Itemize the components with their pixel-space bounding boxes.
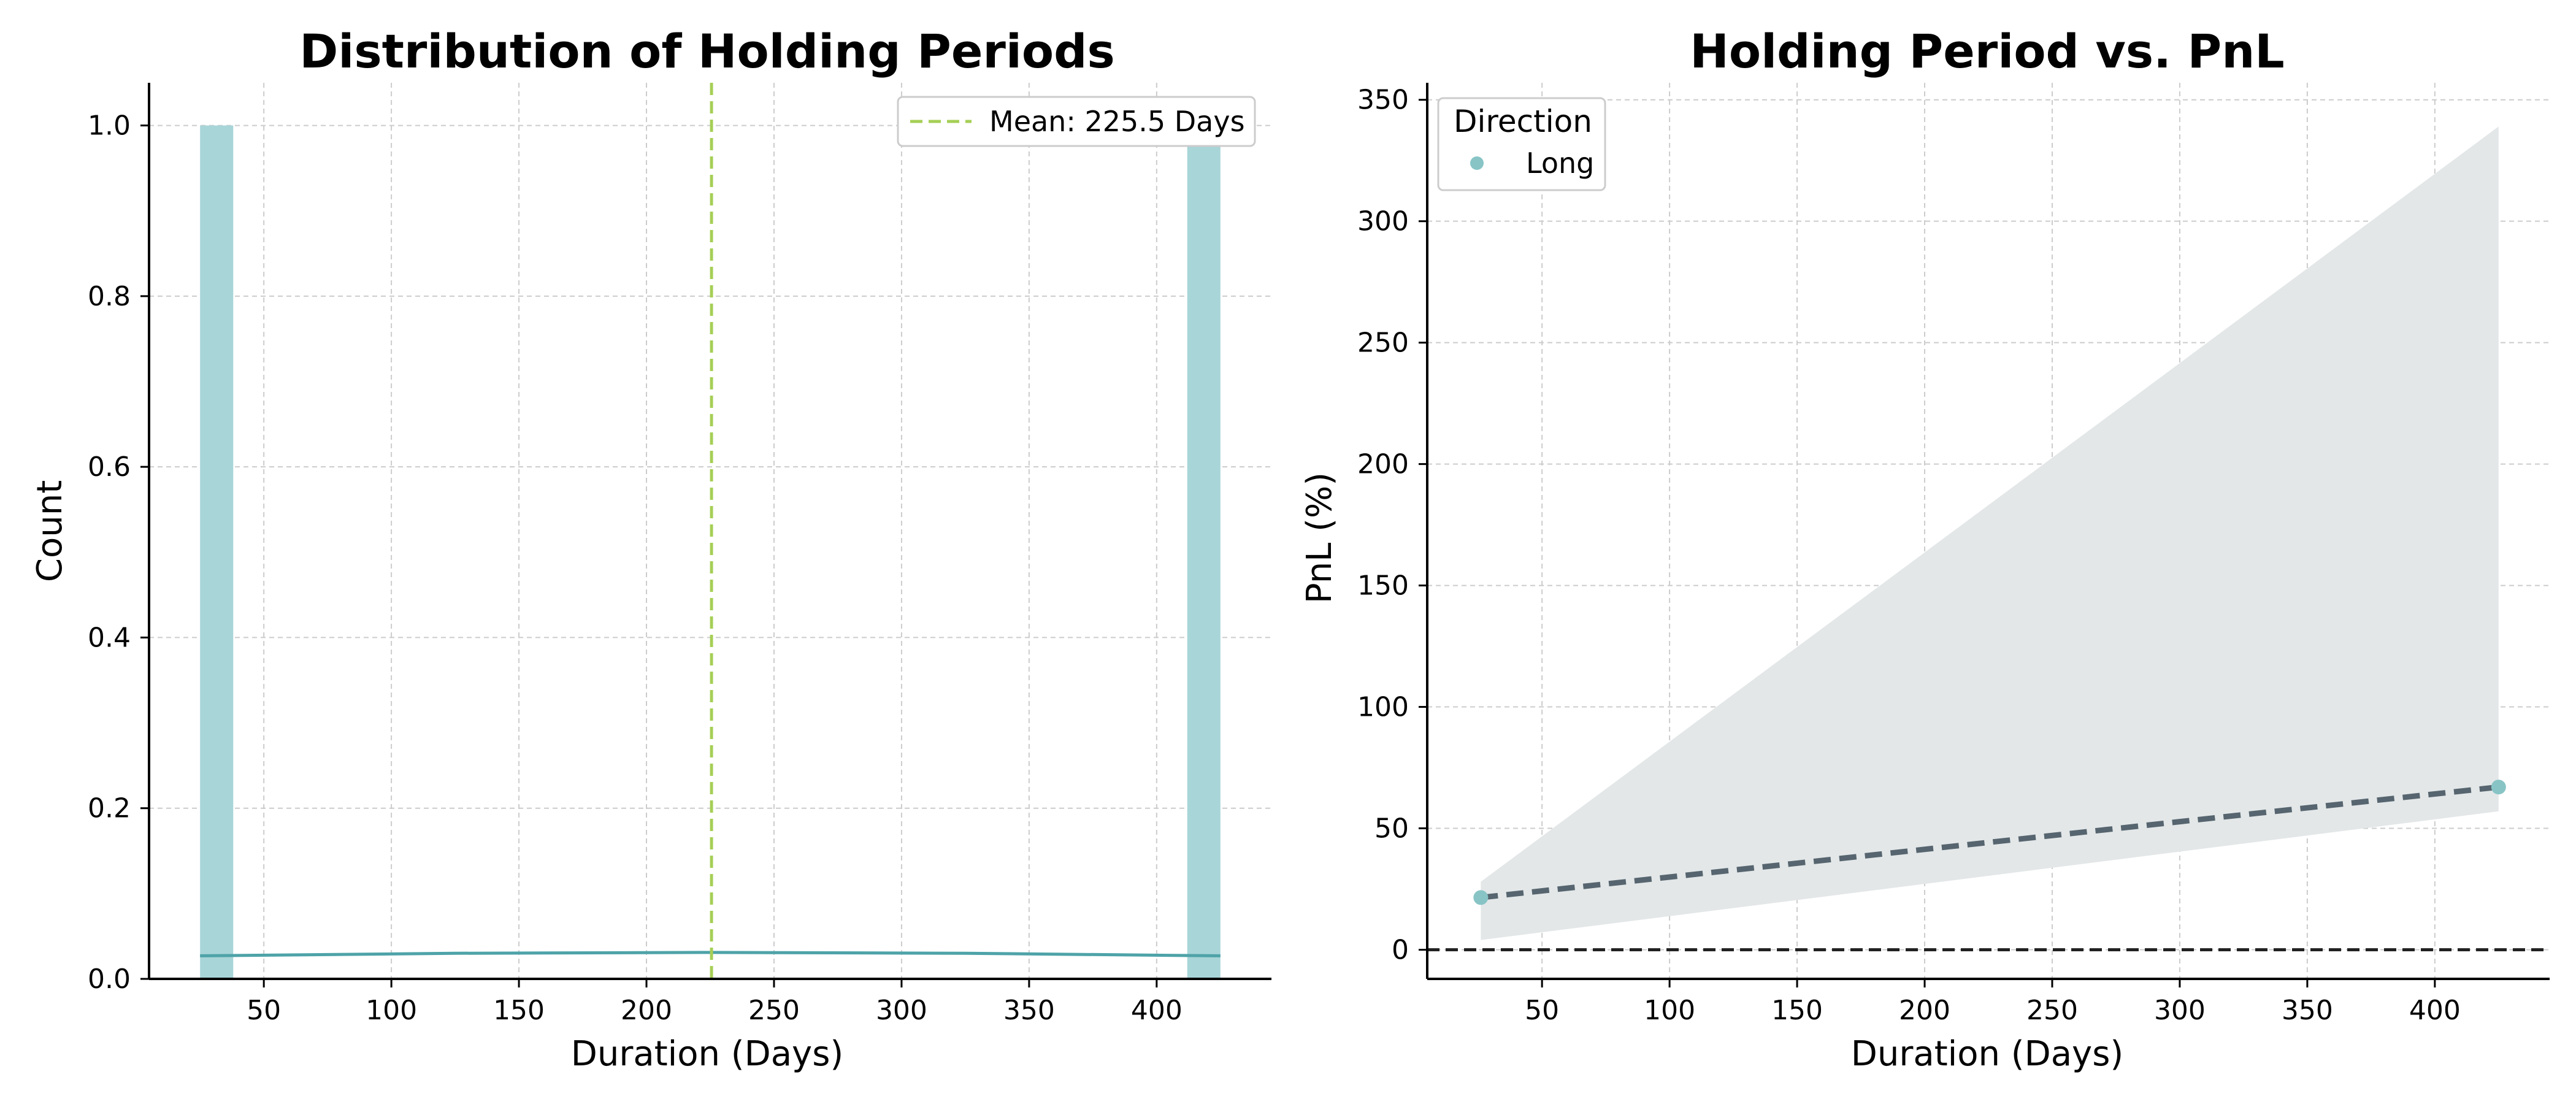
regression-line — [1480, 784, 2499, 900]
x-axis-label: Duration (Days) — [1851, 1034, 2123, 1074]
x-tick-label: 200 — [621, 995, 672, 1026]
legend-long-label: Long — [1526, 147, 1594, 180]
x-tick-label: 350 — [2282, 995, 2333, 1026]
legend: Mean: 225.5 Days — [897, 96, 1256, 147]
x-tick-label: 300 — [2154, 995, 2206, 1026]
legend-long-marker — [1470, 156, 1484, 170]
chart-title: Distribution of Holding Periods — [299, 24, 1115, 79]
y-tick-label: 0 — [1392, 934, 1409, 965]
x-tick-label: 50 — [1525, 995, 1559, 1026]
y-axis-label: Count — [30, 480, 70, 582]
x-tick-label: 150 — [493, 995, 545, 1026]
x-tick-label: 300 — [876, 995, 927, 1026]
tick-labels: 0.0 0.2 0.4 0.6 0.8 1.0 50 100 150 200 250 300 350 40… — [88, 110, 1183, 1026]
x-tick-label: 400 — [2409, 995, 2461, 1026]
confidence-band-group — [1481, 126, 2499, 940]
y-tick-label: 0.0 — [88, 964, 131, 995]
x-tick-label: 150 — [1771, 995, 1823, 1026]
y-tick-label: 250 — [1357, 328, 1409, 359]
tick-labels: 0 50 100 150 200 250 300 350 50 100 150 200 250 300 35… — [1357, 85, 2461, 1026]
y-tick-label: 150 — [1357, 570, 1409, 602]
axes — [1426, 83, 2550, 980]
axes — [148, 83, 1271, 980]
x-tick-label: 250 — [748, 995, 800, 1026]
y-tick-label: 1.0 — [88, 110, 131, 142]
x-tick-label: 50 — [247, 995, 281, 1026]
histogram-bars — [200, 125, 1221, 979]
histogram-bar — [200, 125, 234, 979]
y-tick-label: 0.6 — [88, 451, 131, 483]
x-tick-label: 200 — [1899, 995, 1950, 1026]
scatter-point — [2491, 780, 2506, 795]
regression-line-group — [1480, 784, 2499, 900]
holding-period-histogram: Distribution of Holding Periods 0.00.20.… — [30, 24, 1271, 1074]
y-tick-label: 200 — [1357, 449, 1409, 480]
legend-mean-label: Mean: 225.5 Days — [989, 105, 1245, 138]
y-axis-label: PnL (%) — [1300, 472, 1340, 604]
legend-title: Direction — [1454, 104, 1592, 139]
histogram-bar — [1187, 125, 1221, 979]
y-tick-label: 0.2 — [88, 793, 131, 824]
scatter-points — [1473, 780, 2506, 905]
x-tick-label: 100 — [366, 995, 417, 1026]
holding-period-vs-pnl-scatter: Holding Period vs. PnL 0 50 100 150 200 250 30… — [1300, 24, 2550, 1074]
y-tick-label: 300 — [1357, 206, 1409, 237]
legend: Direction Long — [1437, 97, 1606, 191]
x-tick-label: 250 — [2026, 995, 2078, 1026]
scatter-point — [1473, 890, 1489, 905]
y-tick-label: 350 — [1357, 85, 1409, 116]
y-tick-label: 0.4 — [88, 622, 131, 653]
chart-title: Holding Period vs. PnL — [1690, 24, 2284, 79]
x-axis-label: Duration (Days) — [571, 1034, 843, 1074]
y-tick-label: 100 — [1357, 692, 1409, 723]
x-tick-label: 400 — [1131, 995, 1183, 1026]
confidence-band — [1481, 126, 2499, 940]
y-tick-label: 50 — [1374, 813, 1409, 845]
legend-box — [897, 96, 1256, 147]
x-tick-label: 100 — [1644, 995, 1695, 1026]
y-tick-label: 0.8 — [88, 281, 131, 312]
x-tick-label: 350 — [1003, 995, 1055, 1026]
